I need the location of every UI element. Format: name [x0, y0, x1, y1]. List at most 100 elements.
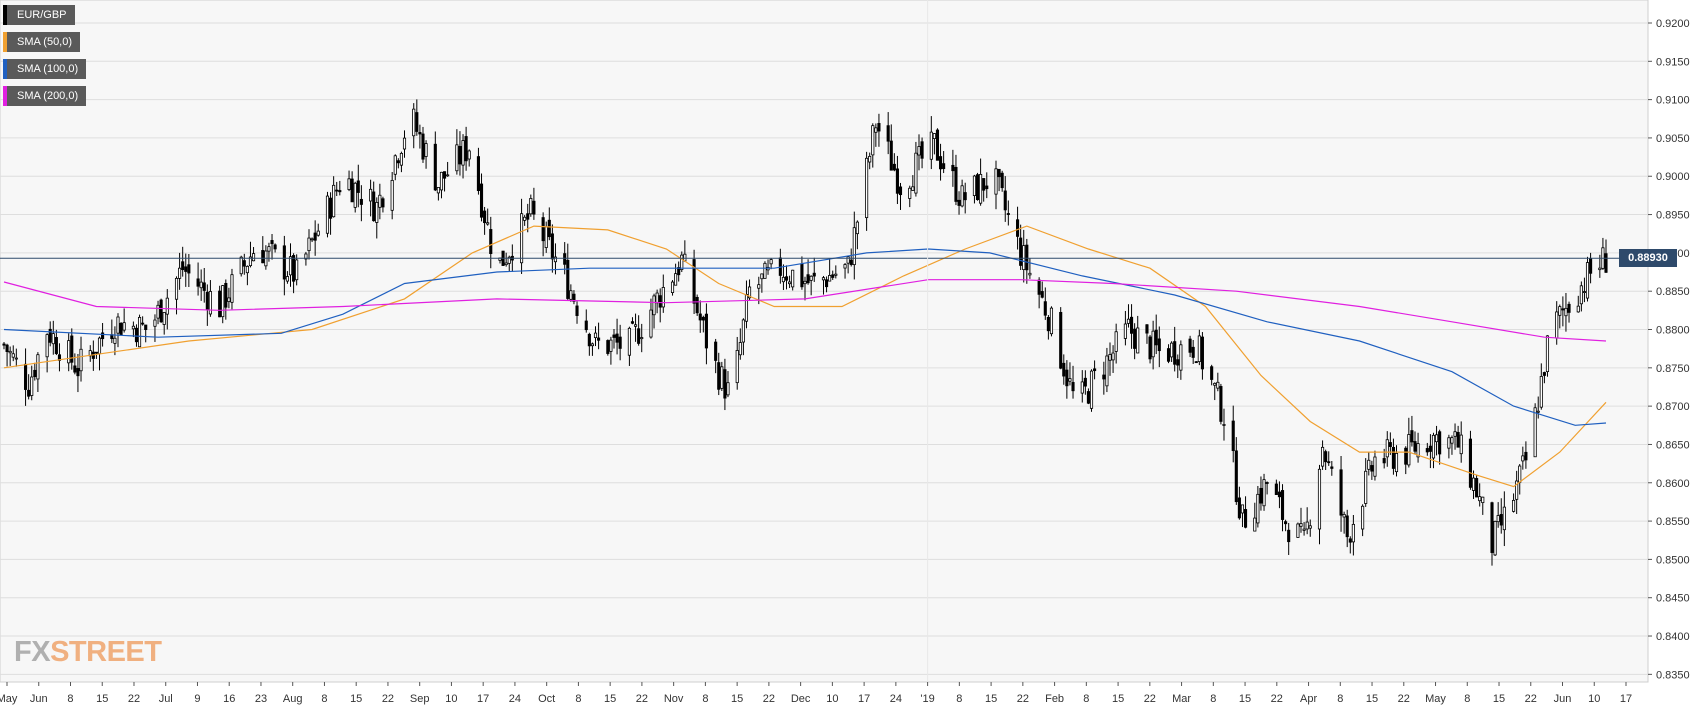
candle — [369, 188, 373, 202]
candle — [563, 253, 567, 265]
candle — [134, 327, 139, 343]
candle — [1025, 244, 1029, 271]
candle — [877, 123, 881, 132]
candle — [208, 291, 212, 315]
candle — [704, 313, 708, 349]
candle — [1188, 338, 1192, 353]
candle — [1166, 348, 1171, 362]
candle — [1210, 366, 1214, 380]
candle — [757, 284, 761, 289]
candle — [251, 253, 256, 262]
candle — [122, 322, 126, 331]
candle — [141, 322, 145, 325]
candle — [1324, 451, 1328, 463]
candle — [606, 340, 610, 354]
candle — [849, 259, 853, 265]
candle — [569, 290, 573, 300]
candle — [972, 175, 976, 196]
candle — [1431, 434, 1436, 459]
x-tick-label: 22 — [1144, 693, 1156, 705]
legend-item: SMA (200,0) — [3, 86, 87, 106]
candle — [1502, 506, 1506, 531]
y-tick-label: 0.8350 — [1656, 669, 1690, 681]
candle — [1576, 305, 1580, 313]
x-tick-label: 8 — [321, 693, 327, 705]
candle — [1222, 424, 1226, 426]
candle — [1299, 523, 1303, 527]
candle — [1351, 523, 1355, 543]
legend-item: SMA (50,0) — [3, 32, 81, 52]
x-tick-label: 15 — [731, 693, 743, 705]
x-tick-label: 8 — [1210, 693, 1216, 705]
x-tick-label: Nov — [664, 693, 684, 705]
candle — [812, 272, 816, 277]
candle — [828, 275, 832, 282]
candle — [726, 382, 730, 396]
candle — [1006, 213, 1010, 215]
x-tick-label: 22 — [1271, 693, 1283, 705]
candle — [79, 348, 83, 372]
x-tick-label: May — [0, 693, 18, 705]
candle — [1022, 245, 1026, 271]
candle — [1518, 465, 1522, 483]
candle — [597, 337, 601, 341]
x-tick-label: 24 — [509, 693, 521, 705]
candle — [165, 297, 169, 315]
candle — [446, 174, 450, 177]
y-tick-label: 0.8700 — [1656, 401, 1690, 413]
x-tick-label: 15 — [1239, 693, 1251, 705]
candle — [1102, 374, 1106, 380]
x-tick-label: 16 — [223, 693, 235, 705]
candle — [415, 112, 419, 132]
candle — [800, 263, 804, 288]
candle — [550, 233, 554, 260]
candle — [1003, 190, 1007, 211]
candle — [655, 292, 659, 304]
candle — [1305, 521, 1309, 530]
candle — [227, 297, 231, 302]
candle — [1274, 483, 1278, 495]
candle — [714, 341, 718, 361]
candle — [418, 132, 422, 135]
candle — [1450, 437, 1454, 444]
x-tick-label: 15 — [985, 693, 997, 705]
candle — [852, 227, 856, 266]
candle — [1564, 307, 1568, 317]
candle — [1148, 336, 1152, 360]
candle — [479, 183, 484, 218]
candle — [898, 186, 903, 196]
candle — [1533, 407, 1537, 458]
candle — [221, 285, 225, 318]
candle — [178, 267, 182, 279]
legend: EUR/GBP SMA (50,0) SMA (100,0) SMA (200,0) — [3, 5, 87, 113]
candle — [1080, 381, 1084, 394]
candle — [1253, 517, 1257, 532]
candle — [1059, 311, 1063, 369]
candle — [975, 174, 980, 201]
candle — [239, 256, 243, 275]
candle — [1364, 470, 1368, 504]
candle — [674, 273, 678, 286]
candle — [1256, 493, 1260, 524]
candle — [245, 265, 249, 274]
candle — [886, 125, 890, 142]
candle — [874, 127, 878, 133]
candle — [1046, 317, 1050, 332]
candle — [1367, 459, 1371, 470]
candle — [661, 287, 665, 308]
candle — [51, 333, 55, 345]
candle — [270, 240, 274, 245]
candle — [1280, 490, 1285, 520]
candle — [1545, 335, 1550, 373]
candle — [1604, 253, 1608, 273]
candle — [282, 245, 286, 280]
candle — [738, 342, 742, 356]
candle — [1197, 335, 1201, 362]
candle — [1200, 336, 1204, 370]
candle — [1234, 450, 1238, 503]
candle — [526, 213, 530, 220]
candle — [630, 321, 635, 324]
candle — [1302, 528, 1306, 531]
candle — [1456, 431, 1460, 448]
